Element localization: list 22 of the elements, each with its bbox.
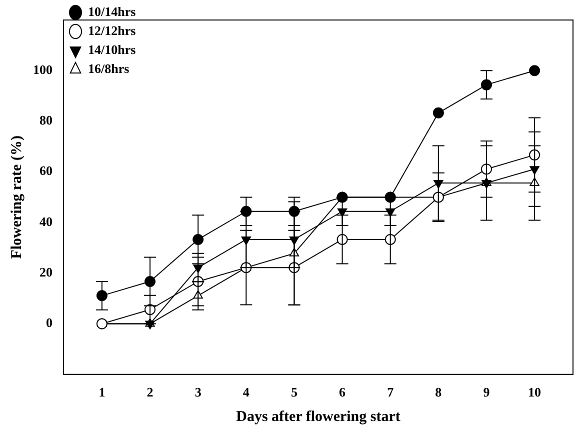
legend-label: 16/8hrs xyxy=(88,60,130,76)
x-tick-label: 2 xyxy=(146,384,154,400)
x-tick-label: 7 xyxy=(387,384,394,400)
y-tick-label: 40 xyxy=(40,214,52,229)
x-tick-label: 1 xyxy=(98,384,106,400)
legend-label: 12/12hrs xyxy=(88,22,136,38)
y-tick-label: 60 xyxy=(40,163,52,178)
y-tick-label: 20 xyxy=(40,264,52,280)
y-tick-label: 80 xyxy=(40,112,52,128)
x-tick-label: 9 xyxy=(483,384,490,400)
x-tick-label: 8 xyxy=(435,384,442,400)
y-tick-label: 100 xyxy=(33,62,52,77)
legend-label: 10/14hrs xyxy=(88,4,136,19)
legend-label: 14/10hrs xyxy=(88,42,136,57)
y-tick-label: 0 xyxy=(46,315,52,330)
y-axis-title: Flowering rate (%) xyxy=(8,136,25,259)
x-tick-label: 4 xyxy=(242,384,250,400)
x-tick-label: 6 xyxy=(339,384,346,400)
x-tick-label: 5 xyxy=(290,384,298,400)
x-tick-label: 3 xyxy=(194,384,202,400)
x-axis-title: Days after flowering start xyxy=(236,408,400,425)
x-tick-label: 10 xyxy=(528,384,542,400)
